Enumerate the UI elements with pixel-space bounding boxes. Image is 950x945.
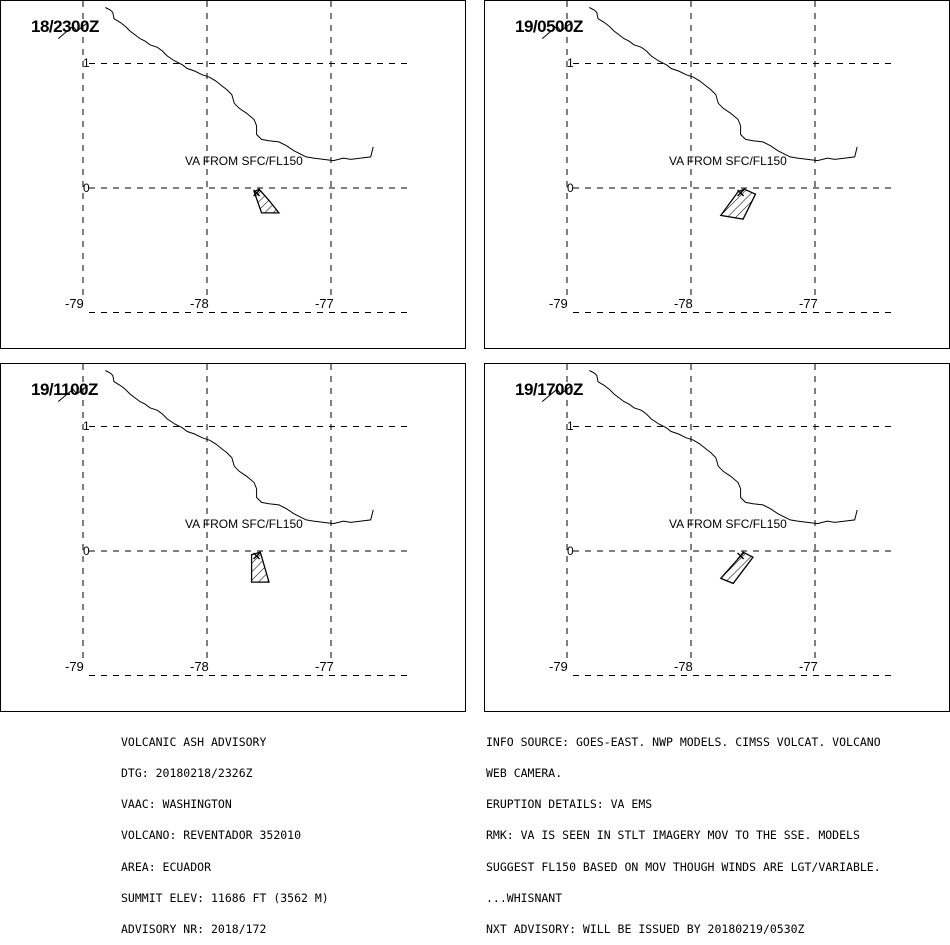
va-height-label: VA FROM SFC/FL150 [185, 154, 303, 168]
coastline [105, 7, 374, 162]
longitude-label: -78 [674, 296, 693, 311]
ash-cloud-polygon [719, 551, 754, 585]
volcano-x-icon [737, 189, 745, 197]
map-canvas [541, 364, 891, 676]
coastline-west [541, 385, 573, 402]
coastline [589, 7, 858, 162]
va-height-label: VA FROM SFC/FL150 [669, 517, 787, 531]
volcano-x-icon [737, 552, 745, 560]
volcano-x-icon [253, 552, 261, 560]
advisory-summit-elev: SUMMIT ELEV: 11686 FT (3562 M) [121, 890, 329, 905]
longitude-label: -79 [549, 296, 568, 311]
latitude-label: 0 [567, 181, 574, 195]
latitude-label: 0 [83, 181, 90, 195]
latitude-label: 1 [567, 56, 574, 70]
advisory-number: ADVISORY NR: 2018/172 [121, 922, 267, 937]
advisory-title: VOLCANIC ASH ADVISORY [121, 734, 267, 749]
coastline [105, 370, 374, 525]
remarks-cont: SUGGEST FL150 BASED ON MOV THOUGH WINDS … [486, 859, 881, 874]
longitude-label: -77 [799, 296, 818, 311]
advisory-header-block: VOLCANIC ASH ADVISORY DTG: 20180218/2326… [121, 716, 329, 945]
advisory-area: AREA: ECUADOR [121, 859, 212, 874]
eruption-details: ERUPTION DETAILS: VA EMS [486, 797, 653, 812]
latitude-label: 0 [567, 544, 574, 558]
forecast-panel: 18/2300Z VA FROM SFC/FL150 1 0 -79 -78 -77 [0, 0, 466, 349]
ash-cloud-polygon [253, 188, 281, 214]
panel-time-title: 18/2300Z [31, 17, 99, 36]
advisory-vaac: VAAC: WASHINGTON [121, 797, 232, 812]
longitude-label: -78 [190, 659, 209, 674]
panel-time-title: 19/0500Z [515, 17, 583, 36]
map-canvas [57, 1, 407, 313]
longitude-label: -78 [674, 659, 693, 674]
forecast-panel: 19/1700Z VA FROM SFC/FL150 1 0 -79 -78 -77 [484, 363, 950, 712]
longitude-label: -79 [549, 659, 568, 674]
forecast-panel: 19/1100Z VA FROM SFC/FL150 1 0 -79 -78 -77 [0, 363, 466, 712]
advisory-volcano: VOLCANO: REVENTADOR 352010 [121, 828, 302, 843]
advisory-dtg: DTG: 20180218/2326Z [121, 766, 253, 781]
ash-cloud-polygon [250, 551, 270, 583]
advisory-details-block: INFO SOURCE: GOES-EAST. NWP MODELS. CIMS… [486, 716, 881, 945]
latitude-label: 1 [83, 56, 90, 70]
coastline [589, 370, 858, 525]
map-canvas [541, 1, 891, 313]
latitude-label: 1 [567, 419, 574, 433]
longitude-label: -77 [799, 659, 818, 674]
va-height-label: VA FROM SFC/FL150 [185, 517, 303, 531]
coastline-west [57, 22, 89, 39]
map-canvas [57, 364, 407, 676]
latitude-label: 1 [83, 419, 90, 433]
longitude-label: -79 [65, 659, 84, 674]
info-source-cont: WEB CAMERA. [486, 766, 563, 781]
longitude-label: -78 [190, 296, 209, 311]
panel-time-title: 19/1100Z [31, 380, 98, 399]
panel-time-title: 19/1700Z [515, 380, 583, 399]
longitude-label: -77 [315, 296, 334, 311]
va-height-label: VA FROM SFC/FL150 [669, 154, 787, 168]
longitude-label: -77 [315, 659, 334, 674]
latitude-label: 0 [83, 544, 90, 558]
ash-cloud-polygon [719, 188, 757, 220]
remarks: RMK: VA IS SEEN IN STLT IMAGERY MOV TO T… [486, 828, 860, 843]
coastline-west [57, 385, 89, 402]
coastline-west [541, 22, 573, 39]
forecast-panel: 19/0500Z VA FROM SFC/FL150 1 0 -79 -78 -77 [484, 0, 950, 349]
longitude-label: -79 [65, 296, 84, 311]
forecaster: ...WHISNANT [486, 890, 563, 905]
info-source: INFO SOURCE: GOES-EAST. NWP MODELS. CIMS… [486, 734, 881, 749]
volcano-x-icon [253, 189, 261, 197]
next-advisory: NXT ADVISORY: WILL BE ISSUED BY 20180219… [486, 922, 805, 937]
